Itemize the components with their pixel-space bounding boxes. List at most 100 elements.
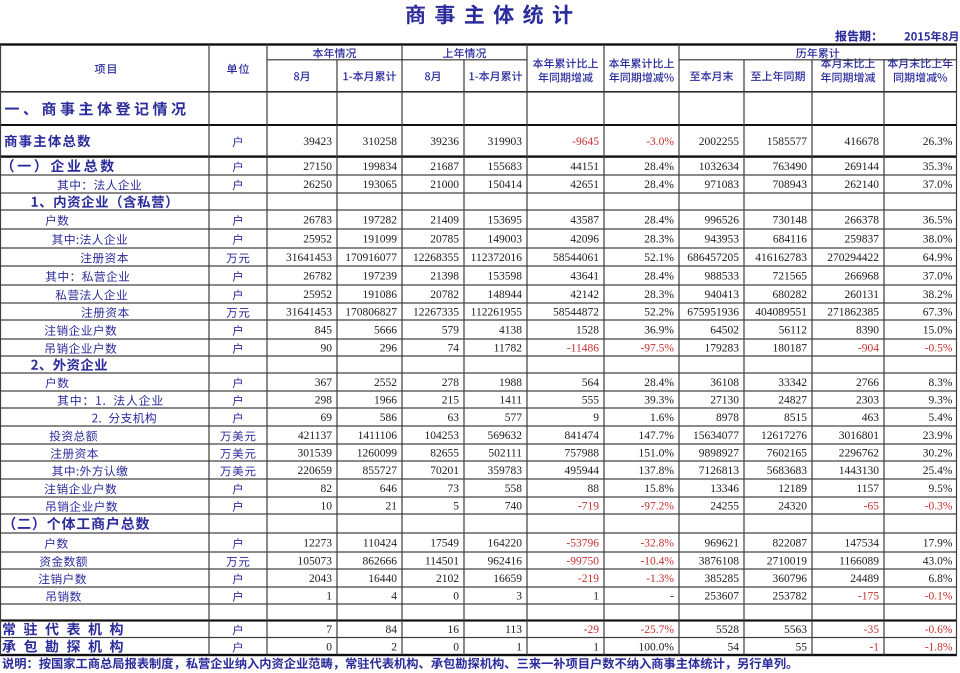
svg-text:82: 82 bbox=[321, 483, 333, 495]
svg-text:262140: 262140 bbox=[845, 179, 880, 191]
svg-text:502111: 502111 bbox=[488, 448, 522, 460]
svg-text:-1: -1 bbox=[869, 642, 879, 654]
svg-text:495944: 495944 bbox=[565, 465, 600, 477]
svg-text:15634077: 15634077 bbox=[693, 430, 739, 442]
svg-text:28.3%: 28.3% bbox=[644, 234, 674, 246]
svg-text:421137: 421137 bbox=[298, 430, 332, 442]
svg-text:55: 55 bbox=[796, 642, 808, 654]
svg-text:3016801: 3016801 bbox=[839, 430, 880, 442]
svg-text:2303: 2303 bbox=[856, 395, 879, 407]
svg-text:-9645: -9645 bbox=[572, 136, 599, 148]
svg-text:5666: 5666 bbox=[374, 325, 397, 337]
svg-text:148944: 148944 bbox=[488, 289, 523, 301]
svg-text:36.5%: 36.5% bbox=[923, 215, 953, 227]
svg-text:24320: 24320 bbox=[778, 501, 807, 513]
svg-text:319903: 319903 bbox=[488, 136, 523, 148]
svg-text:24255: 24255 bbox=[710, 501, 739, 513]
svg-text:16659: 16659 bbox=[493, 573, 522, 585]
svg-text:151.0%: 151.0% bbox=[639, 448, 675, 460]
svg-text:2552: 2552 bbox=[374, 377, 397, 389]
svg-text:16440: 16440 bbox=[368, 573, 397, 585]
svg-text:1.6%: 1.6% bbox=[650, 412, 674, 424]
svg-text:-3.0%: -3.0% bbox=[646, 136, 674, 148]
svg-text:579: 579 bbox=[442, 325, 460, 337]
svg-text:52.2%: 52.2% bbox=[644, 307, 674, 319]
svg-text:170916077: 170916077 bbox=[345, 252, 397, 264]
svg-text:1: 1 bbox=[593, 591, 599, 603]
svg-text:28.4%: 28.4% bbox=[644, 179, 674, 191]
svg-text:88: 88 bbox=[588, 483, 600, 495]
svg-text:20782: 20782 bbox=[430, 289, 459, 301]
svg-text:-1.3%: -1.3% bbox=[646, 573, 674, 585]
svg-text:12617276: 12617276 bbox=[761, 430, 807, 442]
svg-text:8978: 8978 bbox=[716, 412, 739, 424]
svg-text:269144: 269144 bbox=[845, 161, 880, 173]
svg-text:215: 215 bbox=[442, 395, 460, 407]
svg-text:44151: 44151 bbox=[570, 161, 599, 173]
svg-text:-97.2%: -97.2% bbox=[640, 501, 674, 513]
svg-text:25.4%: 25.4% bbox=[923, 465, 953, 477]
svg-text:26783: 26783 bbox=[303, 215, 332, 227]
svg-text:301539: 301539 bbox=[298, 448, 333, 460]
svg-text:26250: 26250 bbox=[303, 179, 332, 191]
svg-text:9898927: 9898927 bbox=[699, 448, 740, 460]
svg-text:5563: 5563 bbox=[784, 624, 807, 636]
svg-text:179283: 179283 bbox=[705, 343, 740, 355]
svg-text:-25.7%: -25.7% bbox=[640, 624, 674, 636]
svg-text:10: 10 bbox=[321, 501, 333, 513]
svg-text:69: 69 bbox=[321, 412, 333, 424]
svg-text:27150: 27150 bbox=[303, 161, 332, 173]
svg-text:43587: 43587 bbox=[570, 215, 599, 227]
svg-text:841474: 841474 bbox=[565, 430, 600, 442]
svg-text:12268355: 12268355 bbox=[413, 252, 459, 264]
svg-text:-904: -904 bbox=[858, 343, 879, 355]
svg-text:35.3%: 35.3% bbox=[923, 161, 953, 173]
svg-text:7602165: 7602165 bbox=[767, 448, 808, 460]
svg-text:1528: 1528 bbox=[576, 325, 599, 337]
svg-text:43.0%: 43.0% bbox=[923, 556, 953, 568]
svg-text:30.2%: 30.2% bbox=[923, 448, 953, 460]
svg-text:170806827: 170806827 bbox=[345, 307, 397, 319]
svg-text:70201: 70201 bbox=[430, 465, 459, 477]
svg-text:996526: 996526 bbox=[705, 215, 740, 227]
svg-text:1032634: 1032634 bbox=[699, 161, 740, 173]
svg-text:271862385: 271862385 bbox=[827, 307, 879, 319]
svg-text:8515: 8515 bbox=[784, 412, 807, 424]
svg-text:862666: 862666 bbox=[363, 556, 398, 568]
svg-text:9.5%: 9.5% bbox=[929, 483, 953, 495]
svg-text:42096: 42096 bbox=[570, 234, 599, 246]
svg-text:7: 7 bbox=[326, 624, 332, 636]
svg-text:39423: 39423 bbox=[303, 136, 332, 148]
svg-text:-0.1%: -0.1% bbox=[925, 591, 953, 603]
svg-text:969621: 969621 bbox=[705, 538, 740, 550]
svg-text:1: 1 bbox=[326, 591, 332, 603]
svg-text:260131: 260131 bbox=[845, 289, 880, 301]
svg-text:38.2%: 38.2% bbox=[923, 289, 953, 301]
svg-text:27130: 27130 bbox=[710, 395, 739, 407]
svg-text:153598: 153598 bbox=[488, 271, 523, 283]
svg-text:114501: 114501 bbox=[425, 556, 459, 568]
svg-text:38.0%: 38.0% bbox=[923, 234, 953, 246]
svg-text:147534: 147534 bbox=[845, 538, 880, 550]
svg-text:-11486: -11486 bbox=[567, 343, 599, 355]
svg-text:-35: -35 bbox=[864, 624, 880, 636]
svg-text:31641453: 31641453 bbox=[286, 252, 332, 264]
svg-text:1411: 1411 bbox=[499, 395, 522, 407]
svg-text:8390: 8390 bbox=[856, 325, 879, 337]
svg-text:-99750: -99750 bbox=[566, 556, 599, 568]
svg-text:21409: 21409 bbox=[430, 215, 459, 227]
svg-text:25952: 25952 bbox=[303, 289, 332, 301]
svg-text:988533: 988533 bbox=[705, 271, 740, 283]
svg-text:1988: 1988 bbox=[499, 377, 522, 389]
svg-text:855727: 855727 bbox=[363, 465, 398, 477]
svg-text:569632: 569632 bbox=[488, 430, 523, 442]
svg-text:17549: 17549 bbox=[430, 538, 459, 550]
svg-text:17.9%: 17.9% bbox=[923, 538, 953, 550]
svg-text:367: 367 bbox=[315, 377, 333, 389]
svg-text:74: 74 bbox=[448, 343, 460, 355]
svg-text:149003: 149003 bbox=[488, 234, 523, 246]
svg-text:12273: 12273 bbox=[303, 538, 332, 550]
svg-text:259837: 259837 bbox=[845, 234, 880, 246]
svg-text:112261955: 112261955 bbox=[471, 307, 523, 319]
svg-text:193065: 193065 bbox=[363, 179, 398, 191]
